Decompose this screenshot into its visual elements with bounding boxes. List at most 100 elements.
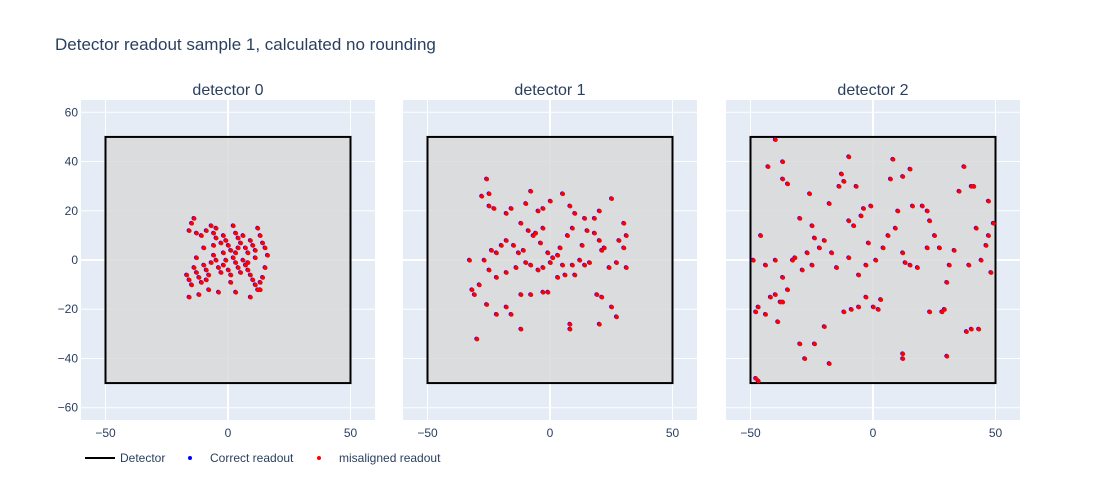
misaligned-readout-point — [900, 250, 906, 256]
misaligned-readout-point — [509, 312, 514, 317]
misaligned-readout-point — [797, 216, 803, 221]
misaligned-readout-point — [265, 253, 270, 258]
misaligned-readout-point — [189, 282, 195, 288]
misaligned-readout-point — [211, 253, 217, 258]
misaligned-readout-point — [260, 275, 266, 280]
misaligned-readout-point — [974, 226, 979, 231]
misaligned-readout-point — [246, 250, 251, 256]
misaligned-readout-point — [258, 287, 263, 293]
x-tick-label: −50 — [417, 426, 438, 440]
misaligned-readout-point — [846, 255, 852, 261]
misaligned-readout-point — [470, 287, 475, 293]
misaligned-readout-point — [837, 184, 842, 189]
misaligned-readout-point — [223, 238, 229, 243]
misaligned-readout-point — [886, 233, 891, 238]
x-tick-label: 0 — [870, 426, 877, 440]
misaligned-readout-point — [763, 312, 768, 317]
misaligned-readout-point — [199, 233, 204, 238]
misaligned-readout-point — [558, 245, 563, 251]
misaligned-readout-point — [548, 260, 553, 266]
misaligned-readout-point — [900, 174, 906, 179]
misaligned-readout-point — [477, 282, 482, 288]
chart-title: Detector readout sample 1, calculated no… — [55, 35, 436, 54]
misaligned-readout-point — [233, 260, 239, 266]
misaligned-readout-point — [861, 206, 866, 211]
misaligned-readout-point — [494, 250, 499, 256]
misaligned-readout-point — [599, 248, 605, 253]
misaligned-readout-point — [563, 272, 568, 278]
misaligned-readout-point — [233, 290, 239, 295]
misaligned-readout-point — [932, 233, 938, 238]
misaligned-readout-point — [541, 265, 546, 270]
misaligned-readout-point — [528, 189, 534, 194]
misaligned-readout-point — [989, 270, 994, 275]
misaligned-readout-point — [214, 226, 219, 231]
misaligned-readout-point — [868, 204, 874, 209]
misaligned-readout-point — [523, 201, 529, 206]
misaligned-readout-point — [482, 258, 487, 263]
misaligned-readout-point — [624, 233, 629, 238]
x-tick-label: 50 — [344, 426, 358, 440]
detector-outline — [749, 135, 997, 385]
misaligned-readout-point — [854, 184, 859, 189]
misaligned-readout-point — [881, 245, 886, 251]
misaligned-readout-point — [541, 226, 546, 231]
misaligned-readout-point — [773, 137, 778, 142]
misaligned-readout-point — [197, 292, 202, 298]
misaligned-readout-point — [187, 228, 192, 234]
misaligned-readout-point — [822, 324, 827, 330]
misaligned-readout-point — [587, 260, 592, 266]
misaligned-readout-point — [900, 356, 906, 362]
misaligned-readout-point — [248, 295, 253, 300]
misaligned-readout-point — [248, 238, 253, 243]
misaligned-readout-point — [194, 231, 199, 236]
misaligned-readout-point — [609, 304, 615, 310]
misaligned-readout-point — [839, 172, 844, 177]
misaligned-readout-point — [536, 268, 541, 273]
misaligned-readout-point — [834, 265, 840, 270]
misaligned-readout-point — [962, 164, 967, 170]
misaligned-readout-point — [766, 164, 771, 170]
misaligned-readout-point — [568, 204, 573, 209]
misaligned-readout-point — [528, 292, 534, 298]
misaligned-readout-point — [756, 304, 761, 310]
misaligned-readout-point — [487, 204, 492, 209]
misaligned-readout-point — [846, 154, 852, 160]
misaligned-readout-point — [263, 265, 268, 270]
misaligned-readout-point — [859, 213, 864, 219]
misaligned-readout-point — [528, 263, 534, 268]
misaligned-readout-point — [479, 194, 485, 199]
misaligned-readout-point — [969, 327, 974, 332]
misaligned-readout-point — [873, 258, 879, 263]
misaligned-readout-point — [572, 272, 578, 278]
misaligned-readout-point — [197, 275, 202, 280]
misaligned-readout-point — [241, 258, 246, 263]
misaligned-readout-point — [494, 312, 499, 317]
misaligned-readout-point — [773, 258, 778, 263]
misaligned-readout-point — [971, 184, 977, 189]
misaligned-readout-point — [514, 265, 519, 270]
misaligned-readout-point — [827, 361, 832, 366]
legend-misaligned-label: misaligned readout — [339, 451, 441, 465]
misaligned-readout-point — [621, 245, 627, 251]
misaligned-readout-point — [577, 258, 583, 263]
misaligned-readout-point — [253, 282, 258, 288]
misaligned-readout-point — [617, 238, 622, 243]
misaligned-readout-point — [780, 159, 786, 165]
misaligned-readout-point — [189, 221, 195, 226]
misaligned-readout-point — [793, 255, 798, 261]
legend-misaligned-swatch — [317, 456, 321, 460]
misaligned-readout-point — [849, 307, 854, 312]
misaligned-readout-point — [785, 287, 791, 293]
misaligned-readout-point — [250, 243, 256, 248]
misaligned-readout-point — [550, 255, 556, 261]
misaligned-readout-point — [226, 243, 231, 248]
misaligned-readout-point — [864, 295, 869, 300]
subplot-title: detector 1 — [514, 82, 585, 99]
misaligned-readout-point — [957, 189, 962, 194]
misaligned-readout-point — [842, 309, 847, 315]
x-tick-label: 0 — [547, 426, 554, 440]
misaligned-readout-point — [900, 351, 906, 357]
misaligned-readout-point — [204, 228, 209, 234]
